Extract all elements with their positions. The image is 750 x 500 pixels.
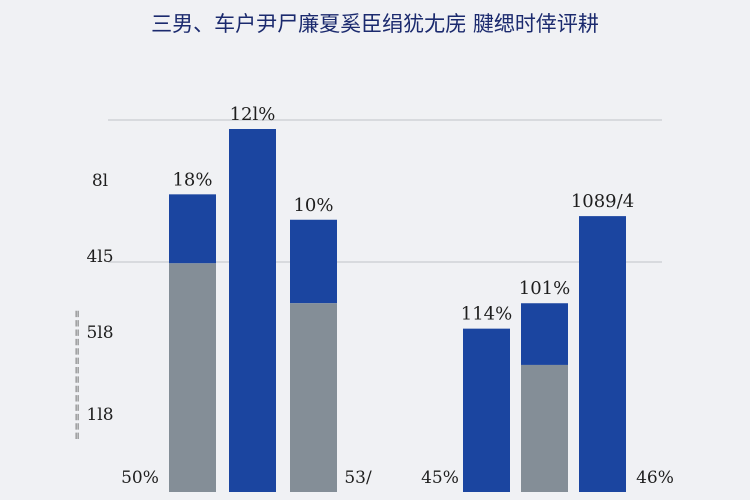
bar-1-upper	[169, 194, 216, 264]
bar-4-label: 114%	[461, 304, 512, 325]
bars: 18% 12l% 10% 114% 101% 1089/4	[169, 104, 634, 492]
bar-3-lower	[290, 303, 337, 492]
bar-3-upper	[290, 219, 337, 304]
bar-2-upper	[229, 129, 276, 492]
y-tick-label: 4l5	[86, 247, 113, 267]
bar-6-upper	[579, 216, 626, 492]
bar-5-lower	[521, 364, 568, 492]
bar-5-label: 101%	[519, 278, 570, 299]
bar-5-upper	[521, 303, 568, 365]
bottom-label: 45%	[421, 468, 459, 488]
bar-4-upper	[463, 328, 510, 492]
bar-1-label: 18%	[172, 169, 212, 190]
bottom-label: 46%	[636, 468, 674, 488]
bottom-label: 50%	[121, 468, 159, 488]
bottom-label: 53/	[344, 468, 372, 488]
y-tick-label: 1l8	[86, 405, 113, 425]
bottom-labels: 50% 53/45% 46%	[121, 468, 674, 488]
bar-3-label: 10%	[293, 195, 333, 216]
bar-1-lower	[169, 263, 216, 492]
bar-2-label: 12l%	[230, 104, 276, 125]
y-ticks: 8l 4l5 5l8 1l8	[86, 171, 113, 425]
chart-title: 三男、车户尹尸廉夏奚臣绢犹尢庑 腱缌时倖评耕	[151, 12, 599, 36]
bar-6-label: 1089/4	[571, 191, 634, 212]
y-tick-label: 8l	[92, 171, 108, 191]
y-axis-side-label: ==============	[72, 309, 83, 440]
y-tick-label: 5l8	[86, 323, 113, 343]
